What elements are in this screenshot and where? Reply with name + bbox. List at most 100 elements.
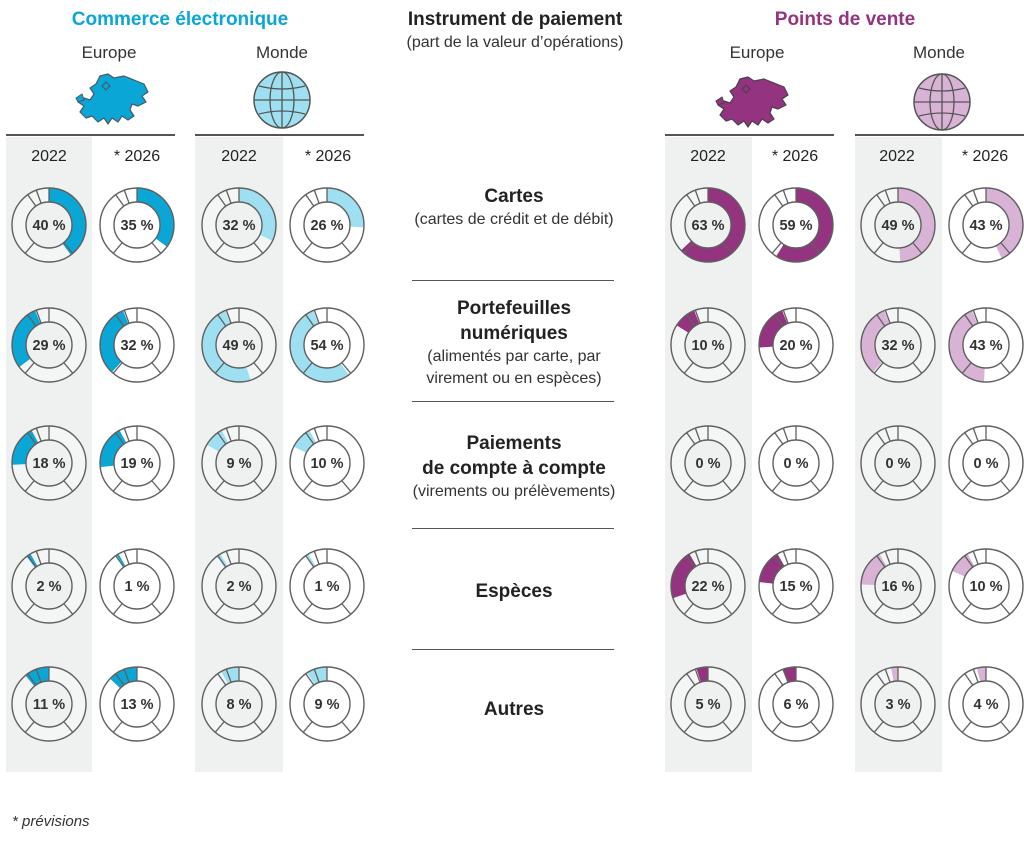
donut-separator: [123, 428, 130, 442]
donut-separator: [24, 603, 35, 615]
donut-separator: [782, 310, 789, 324]
donut-separator: [151, 721, 162, 733]
donut-chart: 26 %: [289, 187, 365, 263]
donut-separator: [686, 314, 696, 327]
row-label-portefeuilles: Portefeuilles numériques (alimentés par …: [380, 296, 648, 390]
globe-icon: [913, 73, 971, 131]
donut-chart: 49 %: [860, 187, 936, 263]
donut-chart: 13 %: [99, 666, 175, 742]
donut-slice: [776, 187, 834, 263]
donut-separator: [35, 669, 42, 683]
donut-separator: [964, 673, 974, 686]
donut-separator: [63, 480, 74, 492]
donut-slice: [948, 310, 985, 382]
donut-separator: [253, 603, 264, 615]
donut-separator: [771, 242, 782, 254]
donut-value-label: 54 %: [310, 338, 343, 354]
donut-separator: [884, 428, 891, 442]
donut-separator: [876, 194, 886, 207]
points-of-sale-title: Points de vente: [774, 9, 916, 30]
donut-separator: [961, 480, 972, 492]
donut-separator: [1000, 480, 1011, 492]
donut-slice: [221, 667, 239, 684]
donut-separator: [876, 555, 886, 568]
donut-separator: [151, 362, 162, 374]
row-subtitle: (alimentés par carte, par: [427, 348, 601, 365]
donut-value-label: 0 %: [974, 456, 999, 472]
donut-separator: [313, 551, 320, 565]
donut-value-label: 8 %: [227, 697, 252, 713]
payment-instrument-subtitle: (part de la valeur d’opérations): [406, 34, 624, 51]
donut-value-label: 10 %: [691, 338, 724, 354]
donut-separator: [771, 603, 782, 615]
donut-separator: [123, 551, 130, 565]
donut-separator: [683, 721, 694, 733]
donut-separator: [63, 242, 74, 254]
donut-value-label: 10 %: [310, 456, 343, 472]
donut-slice: [759, 310, 788, 348]
donut-separator: [1000, 603, 1011, 615]
year-label: 2022: [879, 148, 915, 165]
donut-chart: 1 %: [289, 548, 365, 624]
donut-chart: 1 %: [99, 548, 175, 624]
donut-separator: [112, 480, 123, 492]
donut-separator: [225, 428, 232, 442]
donut-chart: 0 %: [948, 425, 1024, 501]
donut-slice: [290, 310, 349, 382]
row-divider: [412, 401, 614, 402]
donut-separator: [961, 603, 972, 615]
donut-separator: [782, 669, 789, 683]
donut-separator: [774, 194, 784, 207]
donut-separator: [694, 428, 701, 442]
donut-separator: [313, 669, 320, 683]
donut-separator: [305, 314, 315, 327]
donut-separator: [694, 551, 701, 565]
donut-separator: [225, 190, 232, 204]
donut-separator: [774, 555, 784, 568]
donut-chart: 3 %: [860, 666, 936, 742]
donut-separator: [313, 428, 320, 442]
donut-chart: 0 %: [758, 425, 834, 501]
donut-value-label: 2 %: [37, 579, 62, 595]
donut-separator: [305, 673, 315, 686]
donut-separator: [884, 551, 891, 565]
donut-chart: 4 %: [948, 666, 1024, 742]
donut-chart: 43 %: [948, 307, 1024, 383]
europe-map-icon: [75, 73, 149, 125]
donut-separator: [115, 432, 125, 445]
donut-chart: 43 %: [948, 187, 1024, 263]
donut-separator: [884, 190, 891, 204]
donut-chart: 63 %: [670, 187, 746, 263]
donut-separator: [253, 480, 264, 492]
donut-chart: 32 %: [99, 307, 175, 383]
donut-separator: [35, 551, 42, 565]
donut-value-label: 29 %: [32, 338, 65, 354]
donut-slice: [327, 188, 364, 228]
donut-chart: 32 %: [201, 187, 277, 263]
donut-separator: [225, 310, 232, 324]
donut-chart: 10 %: [670, 307, 746, 383]
row-label-paiements: Paiements de compte à compte (virements …: [380, 431, 648, 503]
donut-slice: [99, 430, 127, 468]
donut-value-label: 5 %: [696, 697, 721, 713]
donut-separator: [683, 480, 694, 492]
region-label-pos-monde: Monde: [913, 43, 965, 62]
donut-separator: [972, 310, 979, 324]
donut-slice: [202, 310, 251, 382]
row-title: Cartes: [484, 186, 544, 207]
donut-separator: [217, 673, 227, 686]
donut-value-label: 63 %: [691, 218, 724, 234]
donut-separator: [63, 603, 74, 615]
donut-separator: [151, 242, 162, 254]
donut-separator: [115, 673, 125, 686]
donut-separator: [873, 362, 884, 374]
donut-separator: [961, 242, 972, 254]
donut-separator: [27, 673, 37, 686]
donut-separator: [683, 603, 694, 615]
row-title: de compte à compte: [422, 458, 606, 479]
donut-slice: [681, 188, 745, 262]
donut-separator: [112, 242, 123, 254]
donut-separator: [253, 242, 264, 254]
donut-chart: 2 %: [11, 548, 87, 624]
row-title: Autres: [483, 699, 545, 720]
